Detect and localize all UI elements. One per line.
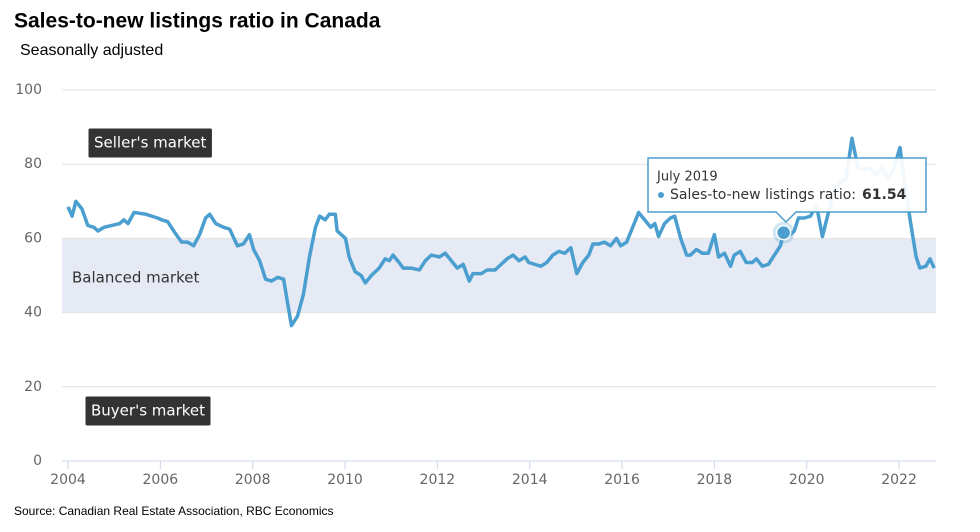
annotation-box: [87, 127, 213, 159]
source-note: Source: Canadian Real Estate Association…: [14, 504, 334, 518]
tooltip-box: [647, 157, 927, 224]
tooltip-value: 61.54: [862, 187, 907, 203]
y-tick-label: 80: [24, 156, 42, 172]
chart-subtitle: Seasonally adjusted: [20, 42, 163, 59]
tooltip-dot: [658, 192, 664, 198]
x-tick-label: 2018: [697, 472, 733, 488]
tooltip: July 2019 Sales-to-new listings ratio: 61.…: [647, 157, 927, 224]
balanced-band: [62, 238, 936, 313]
x-tick-label: 2006: [143, 472, 179, 488]
annotation-box: [84, 395, 212, 427]
hover-marker: [775, 224, 792, 241]
y-tick-label: 100: [15, 82, 42, 98]
annotation-label: Balanced market: [72, 269, 199, 287]
x-tick-label: 2014: [512, 472, 548, 488]
data-line: [66, 136, 936, 328]
chart-title: Sales-to-new listings ratio in Canada: [14, 10, 381, 33]
y-tick-label: 60: [24, 230, 42, 246]
x-tick-label: 2004: [50, 472, 86, 488]
tooltip-title: July 2019: [656, 170, 718, 185]
annotation-label: Buyer's market: [91, 402, 205, 420]
x-tick-label: 2022: [881, 472, 917, 488]
y-tick-label: 40: [24, 305, 42, 321]
x-tick-label: 2010: [327, 472, 363, 488]
tooltip-label: Sales-to-new listings ratio:: [670, 187, 856, 203]
x-tick-label: 2008: [235, 472, 271, 488]
x-tick-label: 2012: [420, 472, 456, 488]
y-tick-label: 0: [33, 453, 42, 469]
y-tick-label: 20: [24, 379, 42, 395]
x-tick-label: 2016: [604, 472, 640, 488]
x-tick-label: 2020: [789, 472, 825, 488]
annotation-label: Seller's market: [94, 134, 207, 152]
